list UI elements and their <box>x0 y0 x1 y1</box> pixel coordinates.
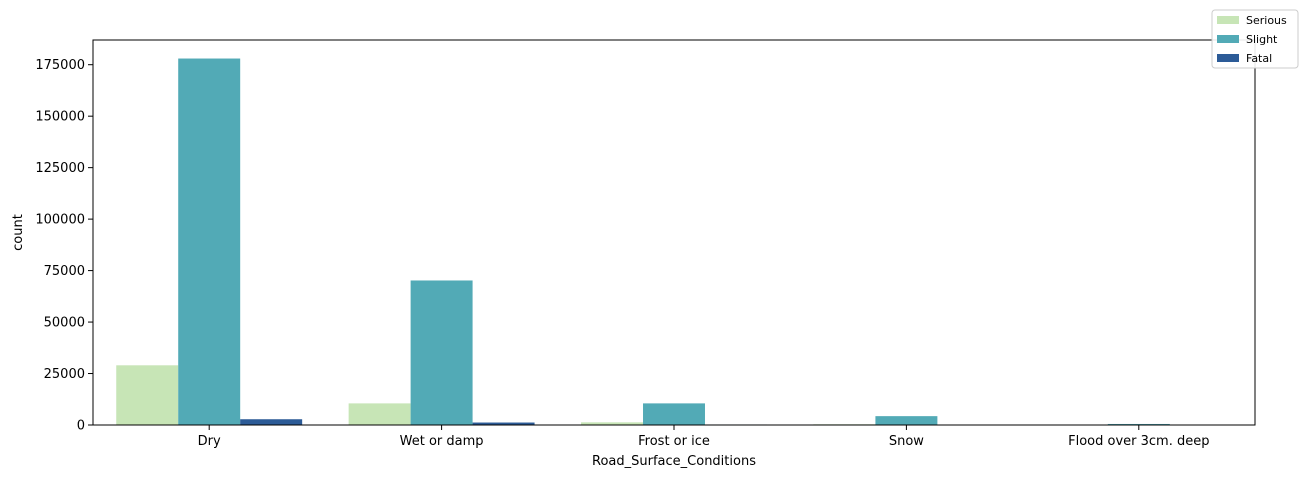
y-tick-label: 75000 <box>44 264 85 279</box>
x-tick-label: Dry <box>198 434 221 449</box>
x-tick-label: Frost or ice <box>638 434 710 449</box>
bar <box>1107 423 1170 425</box>
legend-label: Fatal <box>1246 52 1272 65</box>
bar <box>410 280 473 425</box>
plot-frame <box>92 39 1256 426</box>
bar <box>178 58 241 425</box>
x-axis-label: Road_Surface_Conditions <box>592 454 756 469</box>
legend-label: Serious <box>1246 14 1287 27</box>
legend-swatch <box>1217 35 1239 43</box>
y-tick-label: 125000 <box>35 161 85 176</box>
bar <box>643 403 705 425</box>
legend-label: Slight <box>1246 33 1278 46</box>
x-tick-label: Snow <box>889 434 924 449</box>
legend-swatch <box>1217 16 1239 24</box>
x-axis: Dry Wet or damp Frost or ice Snow Flood over… <box>198 425 1209 449</box>
y-tick-label: 150000 <box>35 110 85 125</box>
bar <box>240 419 303 425</box>
x-tick-label: Flood over 3cm. deep <box>1068 434 1209 449</box>
y-tick-label: 50000 <box>44 316 85 331</box>
y-axis-label: count <box>11 214 26 251</box>
y-tick-label: 25000 <box>44 367 85 382</box>
bar <box>116 365 179 425</box>
bar <box>472 422 535 425</box>
bar <box>875 416 938 425</box>
x-tick-label: Wet or damp <box>400 434 484 449</box>
y-axis: 0 25000 50000 75000 100000 125000 150000 175000 <box>35 58 93 434</box>
y-tick-label: 0 <box>77 419 85 434</box>
y-tick-label: 175000 <box>35 58 85 73</box>
bars-layer <box>116 58 1232 425</box>
bar <box>581 422 644 425</box>
bar <box>348 403 411 425</box>
legend-swatch <box>1217 54 1239 62</box>
y-tick-label: 100000 <box>35 213 85 228</box>
legend-box <box>1211 9 1299 69</box>
legend: Serious Slight Fatal <box>1211 9 1299 69</box>
